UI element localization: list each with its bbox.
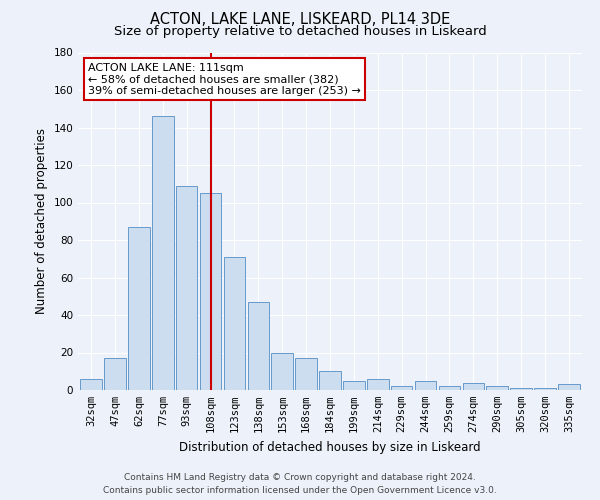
Text: ACTON, LAKE LANE, LISKEARD, PL14 3DE: ACTON, LAKE LANE, LISKEARD, PL14 3DE — [150, 12, 450, 28]
Bar — [176, 186, 197, 390]
Text: Size of property relative to detached houses in Liskeard: Size of property relative to detached ho… — [113, 25, 487, 38]
Bar — [463, 382, 484, 390]
Bar — [271, 352, 293, 390]
Bar — [558, 384, 580, 390]
Text: ACTON LAKE LANE: 111sqm
← 58% of detached houses are smaller (382)
39% of semi-d: ACTON LAKE LANE: 111sqm ← 58% of detache… — [88, 62, 361, 96]
Text: Contains HM Land Registry data © Crown copyright and database right 2024.
Contai: Contains HM Land Registry data © Crown c… — [103, 474, 497, 495]
Bar — [415, 380, 436, 390]
Bar — [104, 358, 126, 390]
Y-axis label: Number of detached properties: Number of detached properties — [35, 128, 48, 314]
X-axis label: Distribution of detached houses by size in Liskeard: Distribution of detached houses by size … — [179, 440, 481, 454]
Bar — [200, 193, 221, 390]
Bar — [534, 388, 556, 390]
Bar — [295, 358, 317, 390]
Bar — [367, 379, 389, 390]
Bar — [128, 227, 149, 390]
Bar — [80, 379, 102, 390]
Bar — [248, 302, 269, 390]
Bar — [391, 386, 412, 390]
Bar — [511, 388, 532, 390]
Bar — [319, 371, 341, 390]
Bar — [487, 386, 508, 390]
Bar — [224, 257, 245, 390]
Bar — [439, 386, 460, 390]
Bar — [152, 116, 173, 390]
Bar — [343, 380, 365, 390]
